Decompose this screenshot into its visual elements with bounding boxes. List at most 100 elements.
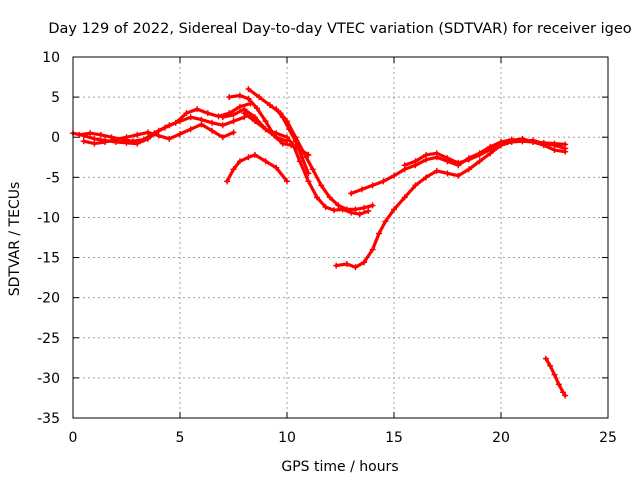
data-point xyxy=(476,158,483,165)
y-tick-label: -20 xyxy=(37,291,60,307)
data-point xyxy=(266,102,273,109)
data-point xyxy=(236,92,243,99)
data-series-track-9 xyxy=(224,151,290,185)
data-point xyxy=(530,139,537,146)
data-point xyxy=(540,142,547,149)
x-tick-label: 20 xyxy=(492,430,510,446)
data-point xyxy=(198,121,205,128)
data-point xyxy=(335,202,342,209)
data-point xyxy=(166,135,173,142)
data-point xyxy=(455,159,462,166)
data-point xyxy=(412,158,419,165)
data-point xyxy=(187,114,194,121)
data-point xyxy=(144,129,151,136)
data-point xyxy=(326,194,333,201)
data-point xyxy=(380,178,387,185)
data-point xyxy=(273,134,280,141)
data-point xyxy=(412,182,419,189)
data-point xyxy=(298,154,305,161)
data-point xyxy=(262,126,269,133)
data-point xyxy=(305,170,312,177)
axis-ticks: 0 5 10 15 20 25 10 5 0 -5 -10 -15 -20 -25 -30 -35 xyxy=(37,50,617,446)
data-series-track-12 xyxy=(401,135,569,169)
data-point xyxy=(382,218,389,225)
data-point xyxy=(391,172,397,179)
data-point xyxy=(251,151,258,158)
data-point xyxy=(562,148,569,155)
data-layer xyxy=(70,86,569,399)
data-point xyxy=(292,138,299,145)
data-point xyxy=(433,167,440,174)
data-point xyxy=(352,206,359,213)
data-point xyxy=(555,381,562,388)
y-tick-label: -10 xyxy=(37,210,60,226)
data-point xyxy=(455,172,462,179)
data-point xyxy=(134,131,141,138)
data-point xyxy=(551,147,558,154)
data-series-track-5 xyxy=(245,86,376,213)
data-point xyxy=(318,182,325,189)
data-point xyxy=(286,126,293,133)
data-point xyxy=(241,106,248,113)
data-point xyxy=(91,140,98,147)
data-point xyxy=(215,113,222,120)
x-tick-label: 5 xyxy=(176,430,185,446)
data-point xyxy=(358,186,365,193)
data-point xyxy=(226,94,233,101)
data-series-line xyxy=(221,107,289,143)
data-point xyxy=(465,166,472,173)
grid-lines xyxy=(73,57,608,418)
data-point xyxy=(230,166,237,173)
data-point xyxy=(112,136,119,143)
data-point xyxy=(140,136,147,143)
data-point xyxy=(444,155,451,162)
data-point xyxy=(155,132,162,139)
data-point xyxy=(209,127,216,134)
data-point xyxy=(123,134,130,141)
data-point xyxy=(290,142,297,149)
data-point xyxy=(172,119,179,126)
data-point xyxy=(279,114,286,121)
data-point xyxy=(219,134,226,141)
data-point xyxy=(313,194,320,201)
data-point xyxy=(204,110,211,117)
y-tick-label: 0 xyxy=(51,130,60,146)
data-point xyxy=(230,118,237,125)
data-point xyxy=(219,122,226,129)
x-tick-label: 10 xyxy=(278,430,296,446)
data-point xyxy=(423,174,430,181)
y-axis-label: SDTVAR / TECUs xyxy=(7,182,23,297)
data-point xyxy=(230,129,237,136)
data-point xyxy=(433,150,440,157)
data-point xyxy=(542,355,549,362)
data-point xyxy=(254,105,261,112)
data-point xyxy=(76,131,83,138)
data-point xyxy=(376,230,383,237)
data-point xyxy=(273,106,280,113)
data-point xyxy=(333,262,340,269)
data-point xyxy=(487,146,494,153)
data-point xyxy=(301,150,308,157)
chart-title: Day 129 of 2022, Sidereal Day-to-day VTE… xyxy=(48,21,631,37)
data-series-line xyxy=(544,357,567,398)
data-point xyxy=(230,111,237,118)
y-tick-label: -35 xyxy=(37,411,60,427)
data-point xyxy=(519,135,526,142)
data-point xyxy=(194,106,201,113)
data-point xyxy=(348,190,355,197)
data-series-track-11 xyxy=(348,136,569,197)
data-point xyxy=(129,138,136,145)
data-point xyxy=(284,178,290,185)
data-series-line xyxy=(225,153,289,183)
data-point xyxy=(361,259,368,266)
data-point xyxy=(322,204,329,211)
data-point xyxy=(391,206,397,213)
data-point xyxy=(236,158,243,165)
plot-frame xyxy=(72,56,609,419)
data-point xyxy=(305,178,312,185)
data-point xyxy=(547,362,554,369)
data-point xyxy=(97,131,104,138)
data-point xyxy=(444,170,451,177)
data-point xyxy=(187,126,194,133)
data-point xyxy=(279,140,286,147)
